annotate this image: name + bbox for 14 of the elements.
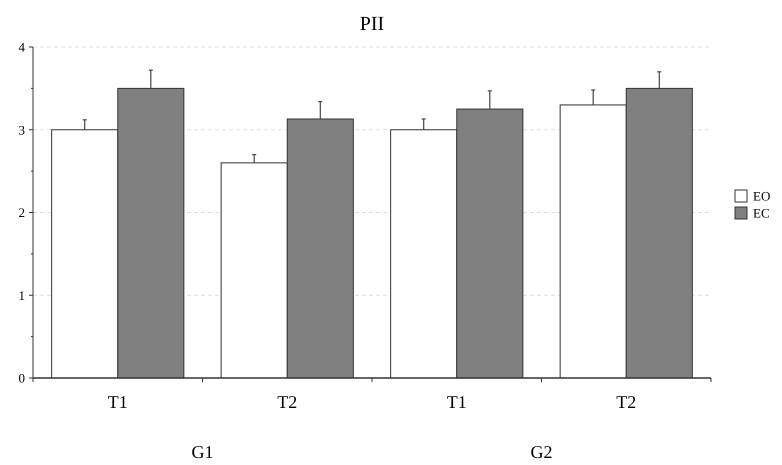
y-tick-label: 4: [18, 40, 26, 55]
legend-label: EO: [753, 188, 770, 204]
x-tick-label: T1: [108, 392, 128, 412]
chart-title: PII: [360, 13, 384, 35]
y-tick-label: 2: [18, 205, 25, 220]
text: G1: [192, 442, 214, 462]
x-tick-label: T2: [616, 392, 636, 412]
legend-label: EC: [753, 206, 770, 221]
x-tick-label: T1: [446, 392, 467, 412]
y-tick-label: 0: [18, 370, 25, 386]
y-tick-label: 3: [18, 122, 25, 138]
y-tick-label: 1: [18, 288, 25, 303]
x-tick-label: T2: [277, 392, 298, 412]
text: G2: [530, 442, 552, 462]
